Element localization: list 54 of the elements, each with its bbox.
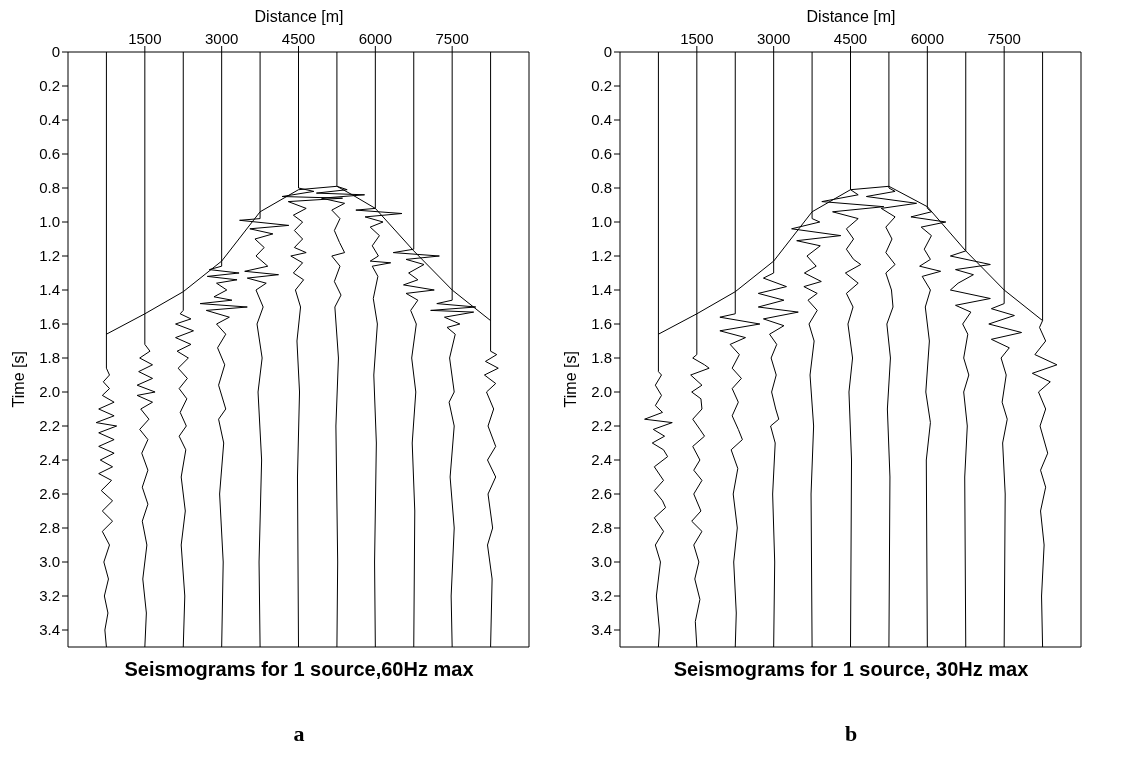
y-tick-label: 2.0 bbox=[39, 383, 60, 401]
y-tick-label: 1.0 bbox=[39, 213, 60, 231]
y-tick-label: 2.6 bbox=[39, 485, 60, 503]
y-tick-label: 0.4 bbox=[591, 111, 612, 129]
y-tick-label: 2.8 bbox=[591, 519, 612, 537]
y-axis-title: Time [s] bbox=[561, 351, 579, 408]
y-tick-label: 0.8 bbox=[591, 179, 612, 197]
x-tick-label: 6000 bbox=[358, 30, 393, 47]
y-tick-label: 0.4 bbox=[39, 111, 60, 129]
y-tick-label: 2.2 bbox=[39, 417, 60, 435]
y-tick-label: 1.4 bbox=[39, 281, 60, 299]
y-tick-label: 2.4 bbox=[39, 451, 60, 469]
x-tick-label: 6000 bbox=[910, 30, 945, 47]
y-tick-label: 1.2 bbox=[591, 247, 612, 265]
text: Seismograms for 1 source, 30Hz max bbox=[672, 658, 1030, 681]
y-axis-title: Time [s] bbox=[9, 351, 27, 408]
text: a bbox=[292, 721, 306, 747]
y-tick-label: 0.8 bbox=[39, 179, 60, 197]
y-tick-label: 0.2 bbox=[39, 77, 60, 95]
x-tick-label: 7500 bbox=[987, 30, 1021, 47]
y-tick-label: 3.0 bbox=[39, 553, 60, 571]
y-tick-label: 1.4 bbox=[591, 281, 612, 299]
y-tick-label: 0.6 bbox=[39, 145, 60, 163]
y-tick-label: 0 bbox=[603, 43, 612, 61]
y-tick-label: 1.6 bbox=[591, 315, 612, 333]
x-tick-label: 4500 bbox=[281, 30, 316, 47]
x-tick-label: 3000 bbox=[756, 30, 791, 47]
y-tick-label: 0.6 bbox=[591, 145, 612, 163]
x-tick-label: 7500 bbox=[435, 30, 469, 47]
y-tick-label: 3.2 bbox=[591, 587, 612, 605]
y-tick-label: 3.2 bbox=[39, 587, 60, 605]
y-tick-label: 2.2 bbox=[591, 417, 612, 435]
y-tick-label: 3.4 bbox=[39, 621, 60, 639]
text: b bbox=[843, 721, 859, 747]
y-tick-label: 2.4 bbox=[591, 451, 612, 469]
y-tick-label: 3.0 bbox=[591, 553, 612, 571]
y-tick-label: 3.4 bbox=[591, 621, 612, 639]
y-tick-label: 1.2 bbox=[39, 247, 60, 265]
y-tick-label: 1.8 bbox=[591, 349, 612, 367]
x-tick-label: 4500 bbox=[833, 30, 868, 47]
text: Seismograms for 1 source,60Hz max bbox=[123, 658, 475, 681]
x-tick-label: 1500 bbox=[680, 30, 714, 47]
y-tick-label: 0.2 bbox=[591, 77, 612, 95]
y-tick-label: 2.6 bbox=[591, 485, 612, 503]
y-tick-label: 2.0 bbox=[591, 383, 612, 401]
x-tick-label: 3000 bbox=[204, 30, 239, 47]
x-axis-title: Distance [m] bbox=[253, 8, 345, 27]
x-tick-label: 1500 bbox=[128, 30, 162, 47]
y-tick-label: 1.6 bbox=[39, 315, 60, 333]
y-tick-label: 0 bbox=[51, 43, 60, 61]
x-axis-title: Distance [m] bbox=[805, 8, 897, 27]
y-tick-label: 2.8 bbox=[39, 519, 60, 537]
y-tick-label: 1.0 bbox=[591, 213, 612, 231]
y-tick-label: 1.8 bbox=[39, 349, 60, 367]
